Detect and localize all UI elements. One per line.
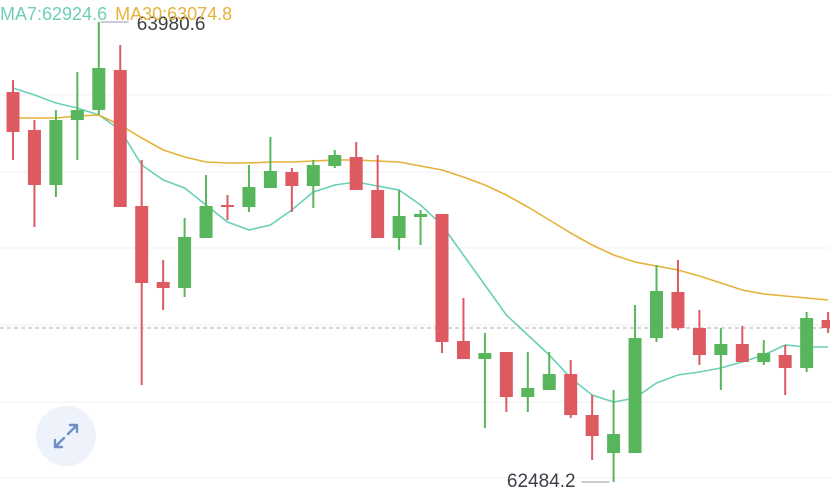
legend-entry: MA7:62924.6 [0, 4, 107, 24]
candle-body [564, 374, 578, 416]
candle-body [263, 171, 277, 189]
candle-body [285, 171, 299, 187]
candle-body [392, 215, 406, 238]
candle-body [821, 320, 830, 329]
expand-icon[interactable] [53, 423, 79, 449]
expand-button-bg[interactable] [36, 406, 96, 466]
candle-body [70, 110, 84, 121]
candle-body [328, 154, 342, 167]
legend: MA7:62924.6 MA30:63074.8 [0, 4, 232, 24]
candle-body [221, 204, 234, 208]
candle-body [349, 156, 363, 191]
candle-body [800, 318, 814, 369]
min-label: 62484.2 [507, 471, 576, 492]
candle-body [435, 213, 449, 343]
candle-body [414, 213, 428, 218]
expand-button[interactable] [36, 406, 96, 466]
candle-body [650, 291, 663, 339]
legend-entry: MA30:63074.8 [115, 4, 232, 24]
candle-body [585, 415, 599, 437]
candle-body [306, 165, 320, 187]
candle-body [757, 353, 771, 363]
candle-body [456, 341, 470, 360]
annotations: 63980.6 62484.2 [100, 14, 610, 492]
candle-body [371, 190, 385, 238]
candle-body [478, 353, 492, 360]
candle-body [607, 434, 621, 454]
ma-line [12, 87, 829, 403]
candle-body [521, 388, 535, 398]
candle-body [92, 68, 106, 111]
candle-body [242, 186, 256, 208]
candle-body [49, 120, 63, 185]
ma-line [13, 114, 829, 301]
candle-body [671, 292, 685, 329]
candles [6, 22, 830, 483]
candle-body [778, 355, 792, 369]
ma-lines [12, 87, 829, 403]
candle-body [628, 338, 642, 454]
candle-body [542, 374, 556, 391]
candle-body [735, 344, 749, 363]
candle-body [156, 282, 170, 289]
candle-body [27, 130, 41, 185]
candle-body [6, 92, 20, 133]
candle-body [499, 352, 513, 398]
candle-body [692, 328, 706, 356]
candle-body [113, 69, 127, 208]
max-label: 63980.6 [137, 14, 206, 35]
candle-body [135, 205, 149, 284]
candle-body [199, 205, 213, 238]
candle-body [714, 344, 728, 356]
candle-body [178, 236, 192, 289]
